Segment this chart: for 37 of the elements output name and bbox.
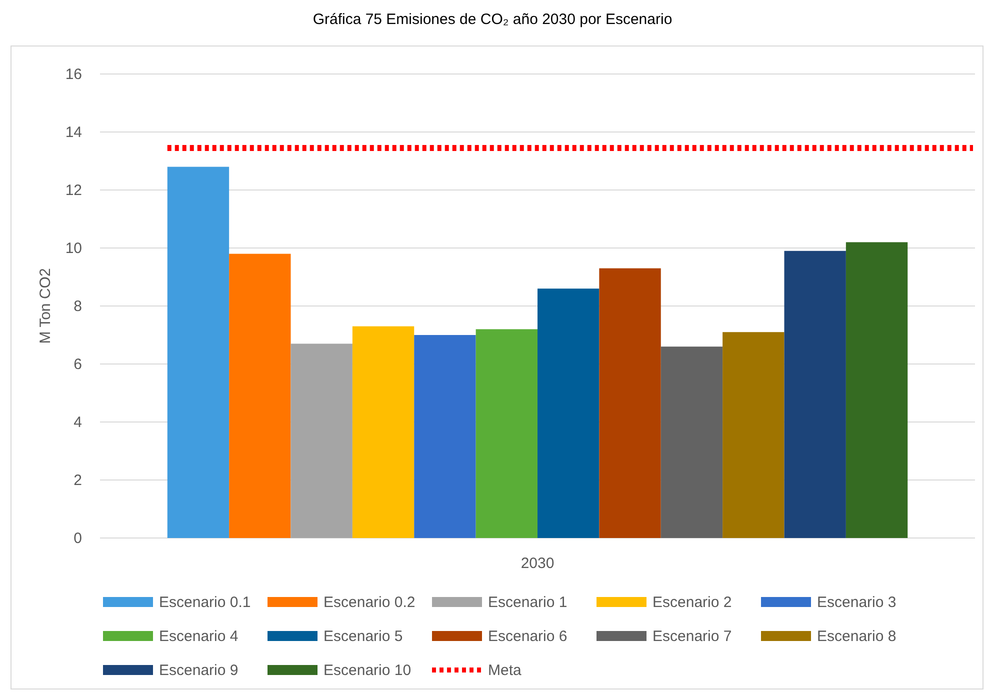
- legend-label: Escenario 3: [817, 594, 896, 611]
- legend-label: Escenario 8: [817, 628, 896, 645]
- bar: [538, 288, 600, 538]
- bar: [660, 346, 723, 538]
- bar: [722, 332, 784, 538]
- bar: [414, 335, 476, 538]
- y-tick-label: 8: [74, 298, 82, 315]
- chart-title: Gráfica 75 Emisiones de CO₂ año 2030 por Escenario: [312, 11, 672, 28]
- x-tick-label: 2030: [520, 555, 554, 572]
- bar: [229, 254, 291, 538]
- y-axis-title: M Ton CO2: [37, 268, 54, 344]
- legend-label: Escenario 10: [324, 662, 412, 679]
- y-tick-label: 16: [65, 66, 82, 83]
- y-tick-label: 14: [65, 124, 82, 141]
- legend-label: Escenario 6: [488, 628, 568, 645]
- bar: [599, 268, 661, 538]
- bar: [784, 250, 846, 538]
- bar: [352, 326, 414, 538]
- bar: [167, 166, 230, 538]
- legend-label: Escenario 0.1: [159, 594, 251, 611]
- legend-label: Escenario 4: [159, 628, 238, 645]
- y-tick-label: 10: [65, 240, 82, 257]
- bar: [846, 242, 908, 538]
- y-tick-label: 12: [65, 182, 82, 199]
- y-tick-label: 0: [74, 530, 82, 547]
- legend-label: Escenario 7: [652, 628, 732, 645]
- y-tick-label: 4: [74, 414, 82, 431]
- y-tick-label: 6: [74, 356, 82, 373]
- bar: [290, 344, 352, 538]
- legend-label: Escenario 2: [652, 594, 732, 611]
- legend-label: Meta: [488, 662, 522, 679]
- bar: [476, 329, 538, 538]
- legend-label: Escenario 1: [488, 594, 568, 611]
- y-tick-label: 2: [74, 472, 82, 489]
- legend-label: Escenario 0.2: [324, 594, 416, 611]
- legend-label: Escenario 9: [159, 662, 238, 679]
- legend-label: Escenario 5: [324, 628, 403, 645]
